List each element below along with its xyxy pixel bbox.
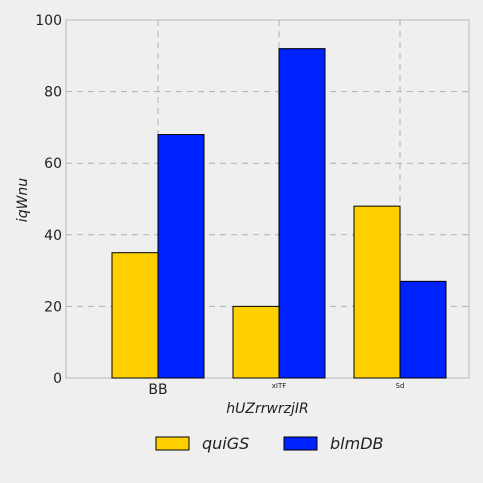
y-tick-label: 100 (35, 13, 62, 29)
y-tick-label: 20 (44, 299, 62, 315)
legend-swatch-quiGS (155, 436, 190, 451)
x-tick-label: BB (148, 382, 167, 398)
y-tick-label: 0 (53, 371, 62, 387)
legend: quiGS blmDB (155, 434, 383, 453)
bar-blmDB-xITF (278, 48, 326, 379)
legend-swatch-blmDB (283, 436, 318, 451)
legend-label-quiGS: quiGS (202, 434, 249, 453)
y-tick-label: 40 (44, 228, 62, 244)
x-tick-label: xITF (272, 382, 287, 390)
bar-blmDB-Sd (399, 280, 447, 379)
y-tick-label: 60 (44, 156, 62, 172)
bar-blmDB-BB (157, 134, 205, 379)
bars (111, 48, 447, 379)
bar-quiGS-xITF (232, 305, 280, 379)
x-axis-ticks: BB xITF Sd (148, 382, 404, 398)
x-tick-label: Sd (396, 382, 405, 390)
legend-label-blmDB: blmDB (330, 434, 383, 453)
x-axis-label: hUZrrwrzjIR (226, 401, 309, 417)
y-tick-label: 80 (44, 85, 62, 101)
bar-quiGS-Sd (353, 205, 401, 379)
y-axis-ticks: 0 20 40 60 80 100 (35, 13, 62, 387)
bar-quiGS-BB (111, 252, 159, 379)
y-axis-label: iqWnu (15, 178, 31, 222)
